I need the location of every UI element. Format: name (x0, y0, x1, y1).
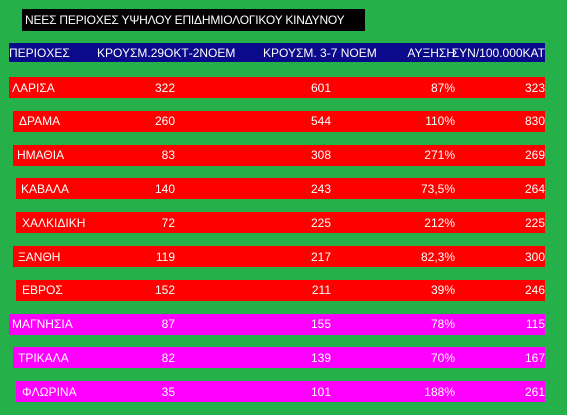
cases-curr: 308 (310, 148, 331, 163)
per100k: 323 (524, 80, 545, 95)
increase: 39% (430, 283, 455, 298)
table-row: ΗΜΑΘΙΑ 83 308 271% 269 (13, 144, 545, 166)
cases-curr: 225 (310, 215, 331, 230)
cases-curr: 211 (311, 283, 331, 298)
table-row: ΞΑΝΘΗ 119 217 82,3% 300 (13, 246, 545, 267)
region-name: ΔΡΑΜΑ (19, 114, 61, 129)
cases-prev: 87 (161, 317, 175, 332)
increase: 110% (425, 114, 455, 129)
region-name: ΤΡΙΚΑΛΑ (18, 350, 69, 365)
cases-prev: 140 (154, 181, 175, 196)
per100k: 225 (524, 215, 545, 230)
cases-curr: 601 (310, 80, 331, 95)
table-row: ΦΛΩΡΙΝΑ 35 101 188% 261 (16, 381, 545, 403)
increase: 73,5% (420, 181, 455, 196)
increase: 70% (430, 350, 455, 365)
increase: 78% (430, 317, 455, 332)
cases-prev: 260 (154, 114, 175, 129)
cases-curr: 544 (310, 114, 331, 129)
table-row: ΛΑΡΙΣΑ 322 601 87% 323 (9, 77, 545, 98)
cases-curr: 155 (310, 317, 331, 332)
cases-prev: 152 (154, 283, 175, 298)
cases-curr: 243 (310, 181, 331, 196)
table-row: ΕΒΡΟΣ 152 211 39% 246 (16, 279, 545, 301)
page-title: ΝΕΕΣ ΠΕΡΙΟΧΕΣ ΥΨΗΛΟΥ ΕΠΙΔΗΜΙΟΛΟΓΙΚΟΥ ΚΙΝ… (22, 9, 365, 31)
region-name: ΛΑΡΙΣΑ (12, 80, 55, 95)
cases-curr: 101 (310, 384, 331, 399)
per100k: 269 (524, 148, 545, 163)
table-row: ΚΑΒΑΛΑ 140 243 73,5% 264 (16, 178, 545, 200)
cases-prev: 83 (161, 148, 175, 163)
region-name: ΗΜΑΘΙΑ (17, 148, 65, 163)
increase: 271% (424, 148, 455, 163)
table-row: ΔΡΑΜΑ 260 544 110% 830 (13, 110, 545, 132)
region-name: ΜΑΓΝΗΣΙΑ (12, 317, 73, 332)
region-name: ΚΑΒΑΛΑ (21, 181, 70, 196)
increase: 87% (430, 80, 455, 95)
header-increase: ΑΥΞΗΣΗ (407, 45, 455, 60)
region-name: ΧΑΛΚΙΔΙΚΗ (22, 215, 86, 230)
per100k: 261 (524, 384, 545, 399)
per100k: 167 (524, 350, 545, 365)
header-cases-curr: ΚΡΟΥΣΜ. 3-7 ΝΟΕΜ (263, 45, 377, 60)
per100k: 246 (524, 283, 545, 298)
header-cases-prev: ΚΡΟΥΣΜ.29ΟΚΤ-2ΝΟΕΜ (97, 45, 236, 60)
region-name: ΞΑΝΘΗ (18, 249, 61, 264)
per100k: 264 (524, 181, 545, 196)
increase: 188% (424, 384, 455, 399)
increase: 212% (424, 215, 455, 230)
region-name: ΕΒΡΟΣ (22, 283, 63, 298)
per100k: 830 (524, 114, 545, 129)
cases-prev: 72 (161, 215, 175, 230)
region-name: ΦΛΩΡΙΝΑ (22, 384, 77, 399)
per100k: 300 (524, 249, 545, 264)
table-row: ΜΑΓΝΗΣΙΑ 87 155 78% 115 (9, 313, 545, 335)
cases-curr: 139 (310, 350, 331, 365)
cases-prev: 82 (161, 350, 175, 365)
cases-curr: 217 (310, 249, 331, 264)
cases-prev: 119 (155, 249, 175, 264)
cases-prev: 322 (154, 80, 175, 95)
per100k: 115 (525, 317, 545, 332)
table-header: ΠΕΡΙΟΧΕΣ ΚΡΟΥΣΜ.29ΟΚΤ-2ΝΟΕΜ ΚΡΟΥΣΜ. 3-7 … (9, 43, 545, 62)
header-region: ΠΕΡΙΟΧΕΣ (9, 45, 70, 60)
header-per100k: ΣΥΝ/100.000ΚΑΤ (451, 45, 545, 60)
cases-prev: 35 (161, 384, 175, 399)
increase: 82,3% (420, 249, 455, 264)
table-row: ΧΑΛΚΙΔΙΚΗ 72 225 212% 225 (16, 212, 545, 234)
table-row: ΤΡΙΚΑΛΑ 82 139 70% 167 (13, 347, 545, 369)
